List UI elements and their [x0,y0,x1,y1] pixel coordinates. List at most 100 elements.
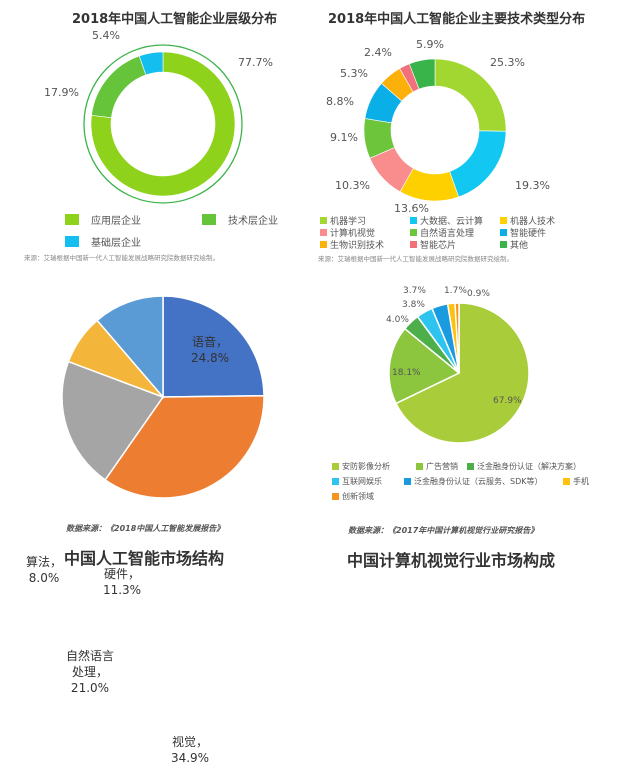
legend-item: 广告营销 [416,461,458,472]
legend-item: 手机 [563,476,589,487]
legend-item: 大数据、云计算 [410,214,483,227]
legend-item: 技术层企业 [202,212,278,227]
legend-label: 计算机视觉 [330,229,376,239]
chart1-title: 2018年中国人工智能企业层级分布 [72,12,278,27]
legend-swatch [500,217,507,224]
legend-item: 生物识别技术 [320,238,384,251]
chart3-slice-label: 视觉， 34.9% [171,734,209,766]
legend-swatch [410,241,417,248]
chart1-value-label: 17.9% [44,86,79,99]
legend-item: 自然语言处理 [410,226,474,239]
legend-swatch [332,493,339,500]
legend-item: 应用层企业 [65,212,141,227]
chart4-title: 中国计算机视觉行业市场构成 [347,551,556,570]
legend-label: 广告营销 [426,462,458,471]
chart4-value-label: 1.7% [444,286,467,296]
legend-swatch [332,478,339,485]
chart2-value-label: 2.4% [364,46,392,59]
legend-label: 大数据、云计算 [420,217,484,227]
chart3-slice-label-line: 21.0% [70,681,110,695]
chart3-slice-label-line: 34.9% [170,751,210,765]
chart2-value-label: 25.3% [490,56,525,69]
chart1-slice [91,55,147,119]
chart2-slice [449,130,507,198]
legend-label: 技术层企业 [228,216,278,227]
chart2-value-label: 5.3% [340,67,368,80]
legend-swatch [410,217,417,224]
chart3-slice-label-line: 自然语言 [65,649,115,663]
legend-label: 互联网娱乐 [342,477,382,486]
legend-label: 手机 [573,477,589,486]
chart3-slice-label-line: 语音， [191,335,228,349]
chart2-value-label: 19.3% [515,179,550,192]
legend-label: 泛金融身份认证（解决方案） [477,462,581,471]
legend-item: 安防影像分析 [332,461,390,472]
chart3-source: 数据来源：《2018中国人工智能发展报告》 [66,524,225,533]
legend-swatch [320,217,327,224]
chart3-slice-label: 硬件， 11.3% [103,566,141,598]
legend-item: 泛金融身份认证（云服务、SDK等） [404,476,542,487]
legend-label: 机器学习 [330,217,367,227]
chart3-slice [61,360,165,481]
chart3-slice-label-line: 24.8% [190,351,230,365]
legend-label: 智能硬件 [510,229,547,239]
legend-swatch [416,463,423,470]
chart3-slice-label-line: 11.3% [102,583,142,597]
legend-item: 其他 [500,238,528,251]
chart3-slice-label-line: 视觉， [171,735,208,749]
chart4-value-label: 18.1% [392,368,421,378]
chart2-value-label: 5.9% [416,38,444,51]
legend-label: 其他 [510,241,529,251]
chart4-value-label: 67.9% [493,396,522,406]
chart2-value-label: 9.1% [330,131,358,144]
legend-label: 安防影像分析 [342,462,390,471]
chart2-value-label: 8.8% [326,95,354,108]
chart1-slice [90,51,236,197]
legend-item: 机器学习 [320,214,366,227]
chart2-value-label: 10.3% [335,179,370,192]
legend-swatch [320,229,327,236]
legend-item: 计算机视觉 [320,226,375,239]
chart3-title: 中国人工智能市场结构 [64,549,225,568]
chart1-source: 来源：艾瑞根据中国新一代人工智能发展战略研究院数据研究绘制。 [24,254,219,262]
chart3-slice-label-line: 算法， [25,555,63,569]
legend-label: 自然语言处理 [420,229,475,239]
legend-label: 智能芯片 [420,241,457,251]
chart4-slice [394,302,530,444]
legend-swatch [202,214,216,225]
legend-swatch [500,229,507,236]
chart3-slice-label-line: 硬件， [103,567,140,581]
legend-swatch [65,214,79,225]
chart4-value-label: 3.7% [403,286,426,296]
legend-item: 机器人技术 [500,214,555,227]
legend-item: 智能硬件 [500,226,546,239]
charts-canvas [61,44,530,499]
chart3-slice-label: 算法， 8.0% [26,554,62,586]
chart3-slice-label-line: 处理， [71,665,109,679]
legend-swatch [563,478,570,485]
legend-label: 机器人技术 [510,217,556,227]
chart2-value-label: 13.6% [394,202,429,215]
chart2-title: 2018年中国人工智能企业主要技术类型分布 [328,12,586,27]
legend-item: 泛金融身份认证（解决方案） [467,461,581,472]
legend-swatch [500,241,507,248]
chart4-slice [454,302,460,374]
chart2-slice [408,58,436,90]
legend-label: 创新领域 [342,492,374,501]
legend-item: 基础层企业 [65,234,141,249]
chart4-value-label: 3.8% [402,300,425,310]
legend-item: 互联网娱乐 [332,476,382,487]
chart1-value-label: 5.4% [92,29,120,42]
legend-label: 基础层企业 [91,238,141,249]
legend-item: 智能芯片 [410,238,456,251]
chart1-slice [138,51,164,76]
legend-swatch [410,229,417,236]
legend-item: 创新领域 [332,491,374,502]
chart4-value-label: 4.0% [386,315,409,325]
chart2-slice [434,58,507,132]
chart4-source: 数据来源：《2017年中国计算机视觉行业研究报告》 [348,526,539,535]
legend-label: 应用层企业 [91,216,141,227]
chart1-outer-ring [83,44,243,204]
legend-swatch [332,463,339,470]
chart4-slice [388,327,461,405]
